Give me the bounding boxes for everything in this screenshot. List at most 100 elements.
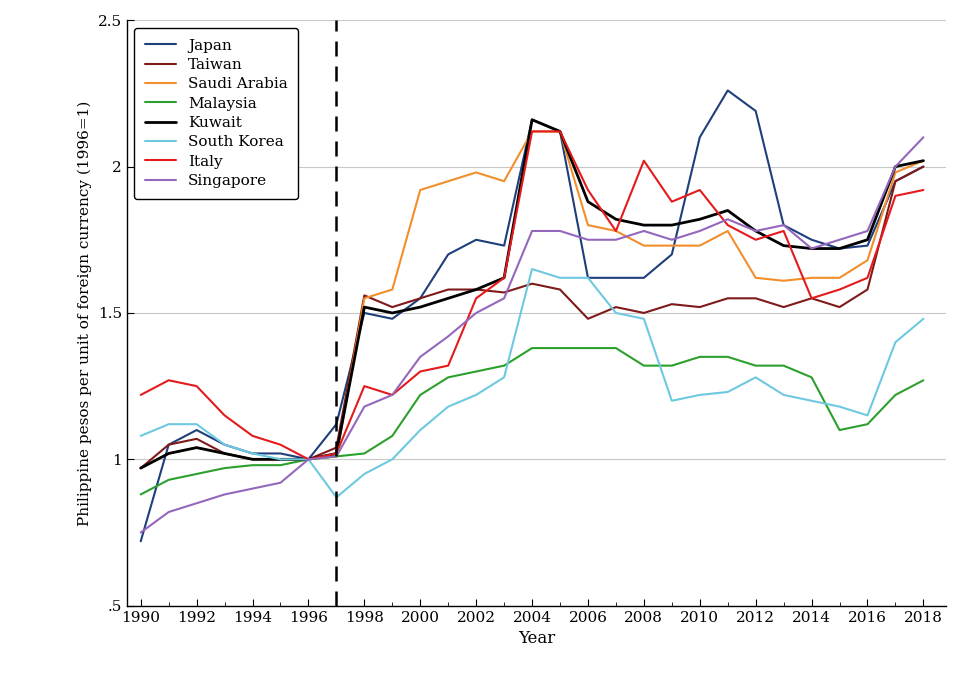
Saudi Arabia xyxy=(386,285,398,293)
Italy xyxy=(554,127,566,135)
Taiwan xyxy=(359,291,370,299)
Singapore xyxy=(163,508,175,516)
Taiwan xyxy=(554,285,566,293)
Malaysia xyxy=(582,344,594,352)
Italy xyxy=(582,186,594,194)
South Korea xyxy=(498,374,510,382)
Italy xyxy=(275,441,287,449)
Line: Kuwait: Kuwait xyxy=(140,120,923,468)
Singapore xyxy=(218,491,230,499)
Italy xyxy=(694,186,706,194)
Taiwan xyxy=(331,444,342,452)
Saudi Arabia xyxy=(470,168,482,176)
Japan xyxy=(331,420,342,428)
Saudi Arabia xyxy=(247,456,258,464)
Taiwan xyxy=(498,289,510,297)
Kuwait xyxy=(834,244,845,252)
Italy xyxy=(359,382,370,390)
Saudi Arabia xyxy=(163,450,175,458)
South Korea xyxy=(834,402,845,411)
Italy xyxy=(638,157,649,165)
Japan xyxy=(582,274,594,282)
Malaysia xyxy=(498,361,510,369)
Kuwait xyxy=(359,303,370,311)
Malaysia xyxy=(218,464,230,472)
Singapore xyxy=(778,221,790,229)
Japan xyxy=(359,309,370,317)
Malaysia xyxy=(135,491,146,499)
Saudi Arabia xyxy=(191,444,203,452)
Singapore xyxy=(610,236,622,244)
Italy xyxy=(889,192,901,200)
Singapore xyxy=(498,294,510,302)
Malaysia xyxy=(694,353,706,361)
Kuwait xyxy=(526,116,538,124)
Japan xyxy=(889,177,901,185)
Kuwait xyxy=(805,244,817,252)
Italy xyxy=(331,450,342,458)
South Korea xyxy=(470,391,482,399)
Taiwan xyxy=(218,450,230,458)
Kuwait xyxy=(722,207,733,215)
Italy xyxy=(722,221,733,229)
Kuwait xyxy=(470,285,482,293)
Japan xyxy=(722,86,733,94)
Malaysia xyxy=(666,361,678,369)
South Korea xyxy=(554,274,566,282)
South Korea xyxy=(917,315,929,323)
Kuwait xyxy=(163,450,175,458)
Line: Malaysia: Malaysia xyxy=(140,348,923,495)
Malaysia xyxy=(247,461,258,469)
Italy xyxy=(135,391,146,399)
Japan xyxy=(414,294,426,302)
Singapore xyxy=(666,236,678,244)
Taiwan xyxy=(666,300,678,308)
Taiwan xyxy=(750,294,761,302)
Malaysia xyxy=(414,391,426,399)
Taiwan xyxy=(247,456,258,464)
Taiwan xyxy=(582,315,594,323)
Japan xyxy=(805,236,817,244)
Italy xyxy=(917,186,929,194)
Malaysia xyxy=(638,361,649,369)
Saudi Arabia xyxy=(218,450,230,458)
Kuwait xyxy=(247,456,258,464)
Saudi Arabia xyxy=(275,456,287,464)
Italy xyxy=(610,227,622,235)
Malaysia xyxy=(834,426,845,434)
Taiwan xyxy=(526,280,538,288)
Saudi Arabia xyxy=(302,456,314,464)
Italy xyxy=(218,411,230,419)
Kuwait xyxy=(331,450,342,458)
Taiwan xyxy=(135,464,146,472)
Kuwait xyxy=(638,221,649,229)
Saudi Arabia xyxy=(443,177,454,185)
Japan xyxy=(443,250,454,258)
Malaysia xyxy=(443,374,454,382)
Kuwait xyxy=(666,221,678,229)
Saudi Arabia xyxy=(498,177,510,185)
Singapore xyxy=(386,391,398,399)
Saudi Arabia xyxy=(750,274,761,282)
South Korea xyxy=(359,470,370,478)
Singapore xyxy=(135,528,146,536)
Taiwan xyxy=(722,294,733,302)
Singapore xyxy=(638,227,649,235)
Kuwait xyxy=(135,464,146,472)
South Korea xyxy=(331,493,342,501)
Y-axis label: Philippine pesos per unit of foreign currency (1996=1): Philippine pesos per unit of foreign cur… xyxy=(78,100,93,526)
South Korea xyxy=(386,456,398,464)
Line: South Korea: South Korea xyxy=(140,269,923,497)
Kuwait xyxy=(554,127,566,135)
Japan xyxy=(610,274,622,282)
Kuwait xyxy=(443,294,454,302)
Kuwait xyxy=(275,456,287,464)
Saudi Arabia xyxy=(554,127,566,135)
Singapore xyxy=(889,163,901,171)
Japan xyxy=(750,107,761,115)
Malaysia xyxy=(163,476,175,484)
Japan xyxy=(275,450,287,458)
Singapore xyxy=(722,215,733,223)
Line: Italy: Italy xyxy=(140,131,923,460)
Singapore xyxy=(862,227,874,235)
